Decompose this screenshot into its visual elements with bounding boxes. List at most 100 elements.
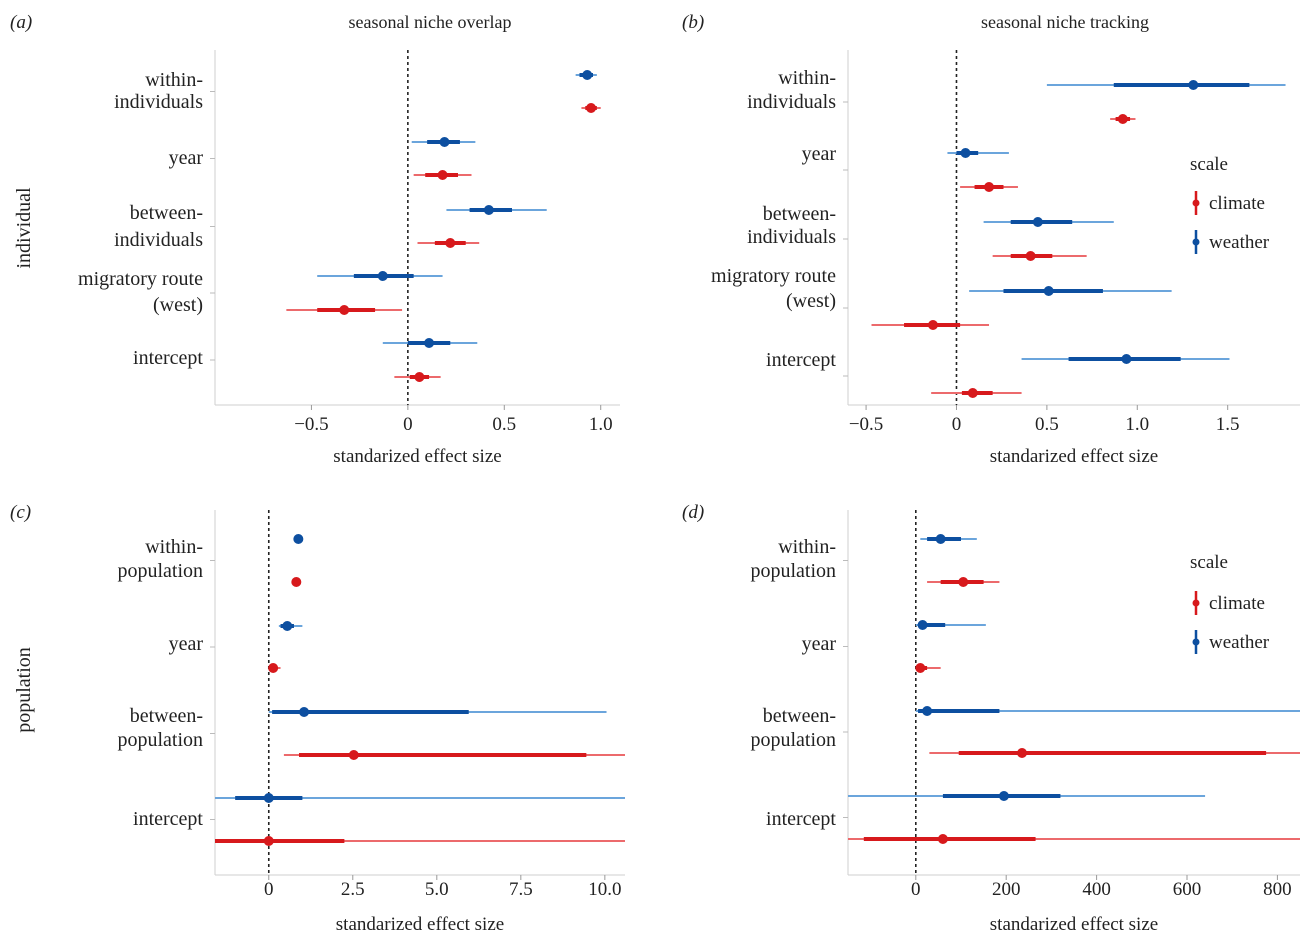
- panel-label: (b): [682, 12, 704, 33]
- category-label: migratory route: [711, 265, 836, 287]
- category-label: between-: [130, 202, 203, 224]
- weather-point-estimate: [424, 338, 435, 348]
- category-label: intercept: [766, 808, 836, 830]
- x-tick-label: 5.0: [425, 879, 449, 900]
- climate-point-estimate: [1025, 251, 1036, 261]
- x-tick-label: 7.5: [509, 879, 533, 900]
- x-tick-label: 0.5: [492, 414, 516, 435]
- category-label: population: [750, 560, 836, 582]
- x-tick-label: 0: [264, 879, 274, 900]
- climate-point-estimate: [339, 305, 350, 315]
- weather-point-estimate: [377, 271, 388, 281]
- category-label: year: [802, 633, 837, 655]
- x-tick-label: 800: [1263, 879, 1292, 900]
- category-label: individuals: [114, 91, 203, 113]
- x-axis-label: standarized effect size: [336, 914, 504, 935]
- x-tick-label: 2.5: [341, 879, 365, 900]
- row-label-population: population: [13, 647, 35, 733]
- legend-key-point: [1192, 599, 1200, 607]
- x-tick-label: −0.5: [294, 414, 328, 435]
- weather-point-estimate: [922, 706, 933, 716]
- x-tick-label: 10.0: [588, 879, 621, 900]
- category-label: between-: [763, 705, 836, 727]
- legend: scale climate weather: [1190, 154, 1270, 254]
- legend-label-climate: climate: [1209, 593, 1265, 614]
- x-tick-label: 600: [1173, 879, 1202, 900]
- climate-point-estimate: [263, 836, 274, 846]
- weather-point-estimate: [439, 137, 450, 147]
- climate-point-estimate: [927, 320, 938, 330]
- legend-label-weather: weather: [1209, 232, 1270, 253]
- category-label: year: [169, 147, 204, 169]
- climate-point-estimate: [291, 577, 302, 587]
- weather-point-estimate: [1043, 286, 1054, 296]
- category-label: within-: [778, 536, 836, 558]
- row-label-individual: individual: [13, 187, 35, 269]
- x-tick-label: 1.5: [1216, 414, 1240, 435]
- climate-point-estimate: [1017, 748, 1028, 758]
- weather-point-estimate: [960, 148, 971, 158]
- x-tick-label: 0: [911, 879, 921, 900]
- category-label: within-: [778, 67, 836, 89]
- climate-point-estimate: [414, 372, 425, 382]
- x-axis-label: standarized effect size: [333, 446, 501, 467]
- legend-key-point: [1192, 638, 1200, 646]
- category-label: intercept: [766, 349, 836, 371]
- category-label: (west): [786, 290, 836, 312]
- x-tick-label: −0.5: [849, 414, 883, 435]
- panel-label: (c): [10, 502, 31, 523]
- weather-point-estimate: [1188, 80, 1199, 90]
- legend-title: scale: [1190, 552, 1228, 573]
- category-label: individuals: [114, 229, 203, 251]
- x-tick-label: 0: [403, 414, 413, 435]
- climate-point-estimate: [348, 750, 359, 760]
- weather-point-estimate: [293, 534, 304, 544]
- category-label: intercept: [133, 808, 203, 830]
- weather-point-estimate: [1121, 354, 1132, 364]
- weather-point-estimate: [299, 707, 310, 717]
- climate-point-estimate: [915, 663, 926, 673]
- category-label: population: [117, 729, 203, 751]
- x-axis-label: standarized effect size: [990, 446, 1158, 467]
- panel-label: (a): [10, 12, 32, 33]
- climate-point-estimate: [586, 103, 597, 113]
- category-label: within-: [145, 536, 203, 558]
- x-tick-label: 0: [952, 414, 962, 435]
- legend-key-point: [1192, 238, 1200, 246]
- climate-point-estimate: [1117, 114, 1128, 124]
- legend-title: scale: [1190, 154, 1228, 175]
- x-tick-label: 400: [1082, 879, 1111, 900]
- panel-a: (a) seasonal niche overlap −0.5 0 0.5 1.0 stan…: [10, 12, 620, 467]
- climate-point-estimate: [445, 238, 456, 248]
- panel-b: (b) seasonal niche tracking −0.5 0 0.5 1.0 1.5…: [682, 12, 1300, 467]
- legend-label-climate: climate: [1209, 193, 1265, 214]
- weather-point-estimate: [935, 534, 946, 544]
- climate-point-estimate: [958, 577, 969, 587]
- weather-point-estimate: [263, 793, 274, 803]
- category-label: (west): [153, 294, 203, 316]
- weather-point-estimate: [917, 620, 928, 630]
- category-label: year: [169, 633, 204, 655]
- category-label: individuals: [747, 91, 836, 113]
- category-label: year: [802, 143, 837, 165]
- legend-key-point: [1192, 199, 1200, 207]
- climate-point-estimate: [967, 388, 978, 398]
- weather-point-estimate: [998, 791, 1009, 801]
- x-tick-label: 1.0: [589, 414, 613, 435]
- legend-label-weather: weather: [1209, 632, 1270, 653]
- panel-title: seasonal niche overlap: [349, 12, 512, 32]
- weather-point-estimate: [1032, 217, 1043, 227]
- climate-point-estimate: [268, 663, 279, 673]
- legend: scale climate weather: [1190, 552, 1270, 654]
- category-label: population: [750, 729, 836, 751]
- category-label: within-: [145, 69, 203, 91]
- x-tick-label: 0.5: [1035, 414, 1059, 435]
- category-label: migratory route: [78, 268, 203, 290]
- weather-point-estimate: [582, 70, 593, 80]
- category-label: population: [117, 560, 203, 582]
- panel-d: (d) 0 200 400 600 800 standarized effect size w…: [682, 502, 1300, 935]
- climate-point-estimate: [937, 834, 948, 844]
- x-axis-label: standarized effect size: [990, 914, 1158, 935]
- category-label: between-: [130, 705, 203, 727]
